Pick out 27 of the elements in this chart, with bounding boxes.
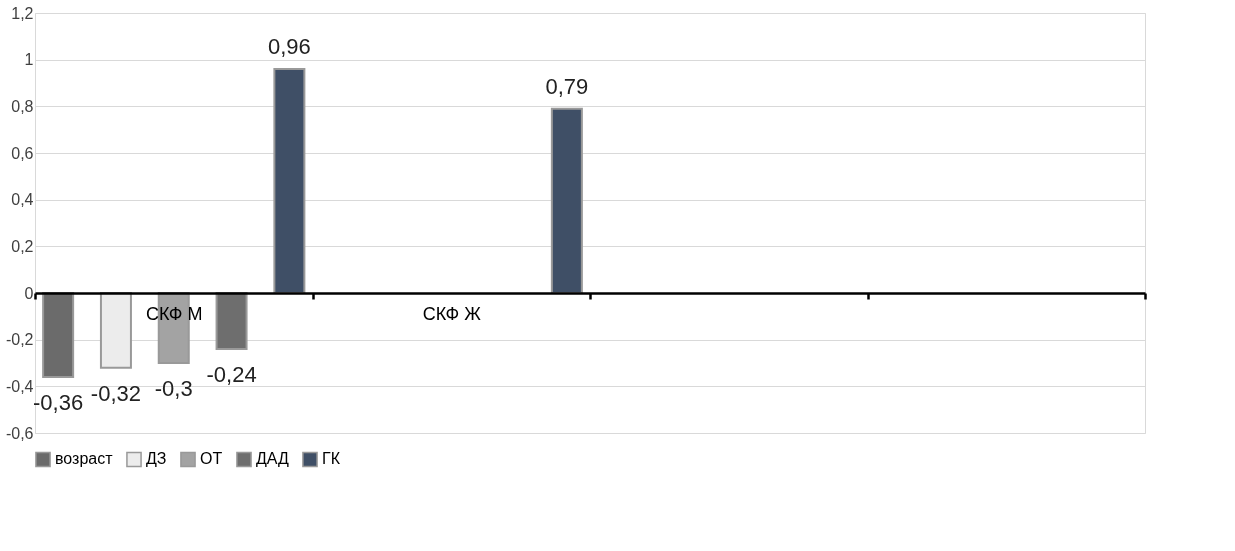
data-label: -0,24 xyxy=(206,362,257,387)
bar xyxy=(215,292,248,350)
y-tick-label: 0,8 xyxy=(11,97,34,115)
legend-label: ДЗ xyxy=(146,450,167,468)
y-tick-label: -0,6 xyxy=(5,424,34,442)
bar xyxy=(550,107,583,294)
data-label: 0,79 xyxy=(545,73,589,99)
legend-label: возраст xyxy=(55,450,114,468)
y-tick-label: 1,2 xyxy=(11,4,34,22)
legend-label: ДАД xyxy=(256,450,290,468)
bar xyxy=(99,292,132,369)
y-tick-label: 1 xyxy=(24,51,34,69)
y-tick-label: 0,4 xyxy=(11,191,34,209)
bar xyxy=(273,68,306,294)
legend-label: ОТ xyxy=(200,450,223,468)
data-label: -0,32 xyxy=(90,380,142,406)
data-label: -0,3 xyxy=(154,376,193,401)
legend-label: ГК xyxy=(322,450,341,468)
y-tick-label: 0,2 xyxy=(11,237,34,255)
x-tick-label: СКФ Ж xyxy=(422,303,482,324)
y-tick-label: 0,6 xyxy=(11,144,34,162)
data-label: 0,96 xyxy=(267,34,311,59)
data-label: -0,36 xyxy=(33,390,84,415)
y-tick-label: -0,4 xyxy=(5,377,34,395)
y-tick-label: -0,2 xyxy=(5,331,34,349)
y-tick-label: 0 xyxy=(24,284,34,302)
bar xyxy=(42,292,75,378)
